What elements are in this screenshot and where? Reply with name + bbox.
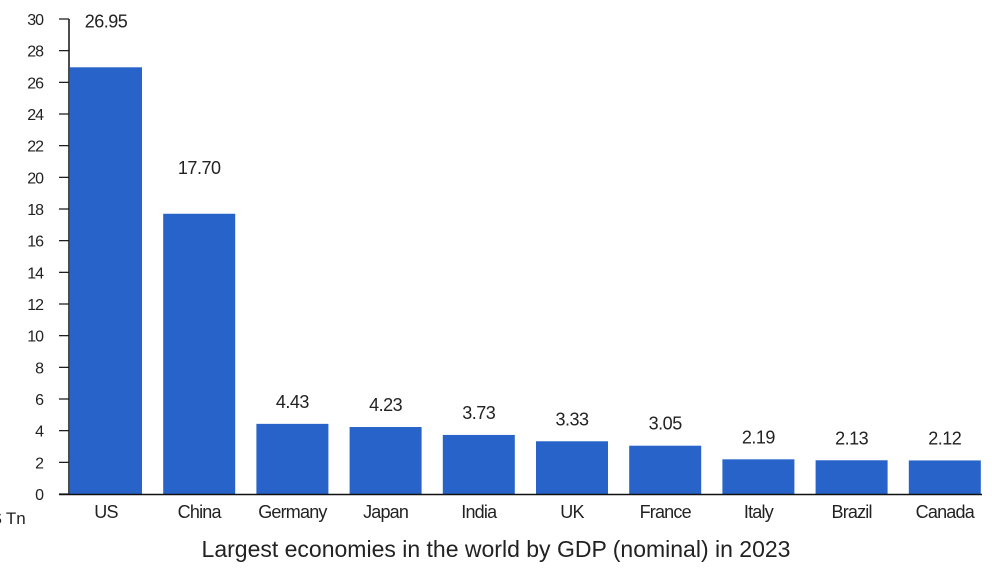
y-tick-label: 10 [27,329,44,346]
bar-india [442,434,515,494]
data-label: 2.13 [835,428,869,448]
bar-italy [722,459,795,494]
data-label: 3.05 [649,414,683,434]
data-label: 3.33 [555,409,589,429]
y-tick-label: 16 [27,234,44,251]
y-tick-label: 4 [35,424,44,441]
x-tick-label: Canada [916,502,976,522]
y-tick-label: 6 [35,392,44,409]
bar-germany [256,423,329,494]
y-tick-label: 28 [27,44,44,61]
x-axis: US China Germany Japan India UK France Italy Bra… [59,493,982,522]
y-tick-label: 14 [27,265,44,282]
bar-us [70,67,142,495]
y-tick-label: 30 [27,12,44,29]
x-tick-label: France [640,502,692,522]
y-tick-label: 26 [27,75,44,92]
data-label: 17.70 [178,158,221,178]
bar-china [163,213,236,494]
x-tick-label: Japan [363,502,408,522]
bar-canada [908,460,981,494]
data-label: 4.43 [276,392,310,412]
y-tick-label: 18 [27,202,44,219]
data-label: 4.23 [369,395,403,415]
x-tick-label: Italy [744,502,774,522]
y-tick-label: 22 [27,139,44,156]
y-tick-label: 20 [27,170,44,187]
y-tick-label: 12 [27,297,44,314]
x-tick-label: US [94,502,118,522]
chart-title: Largest economies in the world by GDP (n… [201,536,791,562]
data-label: 2.12 [928,428,962,448]
bars: 26.95 17.70 4.43 4.23 3.73 3.33 3.05 2.19 2.13 2.… [70,11,981,495]
x-tick-label: UK [560,502,584,522]
bar-uk [536,441,608,494]
data-label: 2.19 [742,427,776,447]
x-tick-label: China [178,502,223,522]
y-tick-label: 2 [35,455,44,472]
data-label: 3.73 [462,403,496,423]
y-tick-label: 24 [27,107,44,124]
y-tick-label: 8 [35,360,44,377]
bar-brazil [815,460,888,494]
y-tick-label: 0 [35,487,44,504]
x-tick-label: Germany [258,502,327,522]
data-label: 26.95 [85,11,128,31]
y-axis-unit-label: $ Tn [0,509,26,528]
x-tick-label: India [461,502,498,522]
bar-france [629,445,702,494]
x-tick-label: Brazil [831,502,871,522]
bar-japan [349,427,422,494]
